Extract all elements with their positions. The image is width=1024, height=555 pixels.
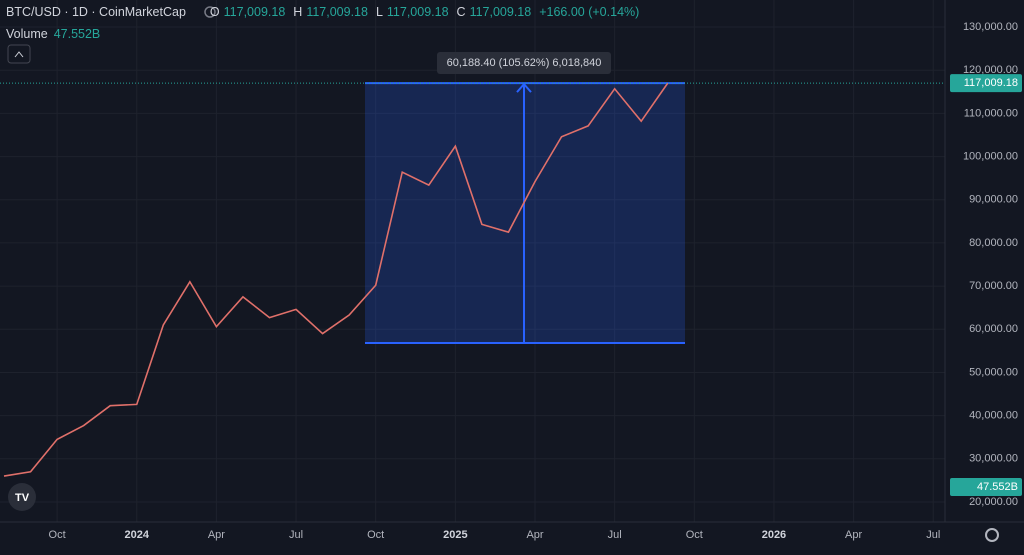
x-tick-label: 2025	[443, 529, 467, 541]
symbol: BTC/USD · 1D · CoinMarketCap	[6, 5, 186, 19]
x-tick-label: Apr	[845, 529, 862, 541]
y-tick-label: 30,000.00	[969, 453, 1018, 465]
x-tick-label: Jul	[608, 529, 622, 541]
last-price-label: 117,009.18	[964, 77, 1018, 89]
x-tick-label: Jul	[926, 529, 940, 541]
x-tick-label: 2026	[762, 529, 786, 541]
ohlc-value: 117,009.18	[306, 5, 368, 19]
y-tick-label: 50,000.00	[969, 366, 1018, 378]
x-tick-label: Apr	[208, 529, 225, 541]
logo-mark: TV	[15, 492, 30, 504]
x-tick-label: 2024	[125, 529, 150, 541]
ohlc-label: O	[209, 5, 220, 19]
collapse-icon	[14, 51, 24, 58]
x-tick-label: Oct	[686, 529, 703, 541]
y-tick-label: 120,000.00	[963, 64, 1018, 76]
x-tick-label: Oct	[367, 529, 384, 541]
measure-arrowhead	[516, 82, 532, 93]
collapse-button[interactable]	[7, 44, 31, 64]
price-line	[3, 82, 669, 477]
ohlc-value: 117,009.18	[223, 5, 286, 19]
volume-tag	[950, 478, 1022, 496]
x-tick-label: Oct	[49, 529, 66, 541]
volume-tag-label: 47.552B	[977, 481, 1018, 493]
legend-header: BTC/USD · 1D · CoinMarketCap O 117,009.18…	[6, 5, 643, 19]
ohlc-label: H	[293, 5, 303, 19]
ohlc-label: L	[375, 5, 383, 19]
change: +166.00 (+0.14%)	[539, 5, 640, 19]
y-tick-label: 90,000.00	[969, 194, 1018, 206]
y-tick-label: 60,000.00	[969, 323, 1018, 335]
last-price-tag	[950, 74, 1022, 93]
measure-label: 60,188.40 (105.62%) 6,018,840	[447, 57, 602, 69]
status-icon	[204, 6, 216, 18]
y-tick-label: 100,000.00	[963, 150, 1018, 162]
logo[interactable]	[8, 483, 36, 511]
y-tick-label: 130,000.00	[963, 21, 1018, 33]
ohlc-value: 117,009.18	[386, 5, 449, 19]
volume-value: 47.552B	[53, 27, 101, 41]
x-tick-label: Jul	[289, 529, 303, 541]
x-tick-label: Apr	[526, 529, 543, 541]
ohlc-label: C	[456, 5, 466, 19]
settings-icon[interactable]	[985, 528, 999, 542]
y-tick-label: 40,000.00	[969, 410, 1018, 422]
y-tick-label: 70,000.00	[969, 280, 1018, 292]
y-tick-label: 110,000.00	[964, 107, 1018, 119]
ohlc-value: 117,009.18	[469, 5, 532, 19]
volume-legend: Volume 47.552B	[6, 27, 100, 41]
y-tick-label: 20,000.00	[969, 496, 1018, 508]
measure-label-box	[437, 52, 611, 74]
volume-label: Volume	[6, 27, 48, 41]
y-tick-label: 80,000.00	[969, 237, 1018, 249]
